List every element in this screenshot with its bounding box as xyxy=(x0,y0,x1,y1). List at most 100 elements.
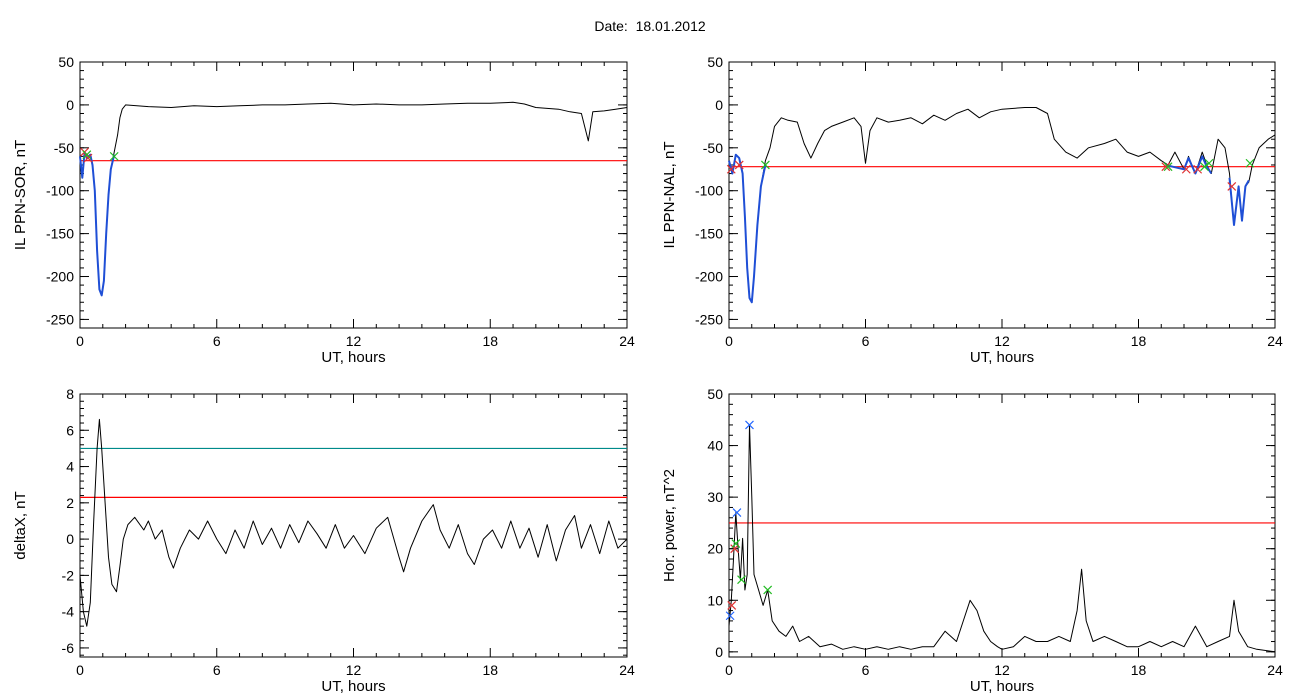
x-tick-label: 18 xyxy=(482,333,498,349)
x-tick-label: 24 xyxy=(619,333,635,349)
y-tick-label: -100 xyxy=(46,183,74,199)
marker-stroke xyxy=(745,420,754,430)
event-marker xyxy=(737,575,746,585)
panel-hor-power: 0 6 12 18 24 0 10 20 30 40 50 UT, hours Hor. power, … xyxy=(661,386,1283,695)
marker-stroke xyxy=(1181,164,1191,174)
y-tick-label: 6 xyxy=(66,422,74,438)
x-axis-label: UT, hours xyxy=(970,349,1034,366)
y-tick-label: -200 xyxy=(46,269,74,285)
marker-stroke xyxy=(1161,162,1171,172)
highlight-segment xyxy=(1228,177,1250,226)
event-marker xyxy=(1161,162,1171,172)
event-marker xyxy=(1204,158,1214,168)
x-tick-label: 24 xyxy=(1267,333,1283,349)
event-marker xyxy=(1193,164,1203,174)
marker-stroke xyxy=(1204,158,1214,168)
marker-stroke xyxy=(726,164,736,174)
x-tick-label: 24 xyxy=(1267,662,1283,678)
event-marker xyxy=(726,164,736,174)
event-marker xyxy=(82,150,92,160)
y-tick-label: -50 xyxy=(703,140,723,156)
y-tick-label: -250 xyxy=(695,311,723,327)
event-marker xyxy=(763,585,773,595)
y-tick-label: 40 xyxy=(707,438,723,454)
y-tick-label: -100 xyxy=(695,183,723,199)
y-tick-label: -250 xyxy=(46,311,74,327)
plot-frame xyxy=(728,393,1276,658)
x-tick-label: 18 xyxy=(482,662,498,678)
marker-stroke xyxy=(727,601,737,610)
x-tick-label: 18 xyxy=(1131,662,1147,678)
event-marker xyxy=(109,151,119,161)
marker-stroke xyxy=(725,611,735,621)
x-axis-label: UT, hours xyxy=(321,349,385,366)
y-tick-label: -150 xyxy=(695,226,723,242)
y-tick-label: -2 xyxy=(62,567,75,583)
event-marker xyxy=(732,508,742,518)
x-tick-label: 12 xyxy=(994,333,1010,349)
y-axis-label: IL PPN-NAL, nT xyxy=(661,142,678,249)
y-tick-label: 10 xyxy=(707,592,723,608)
x-tick-label: 18 xyxy=(1131,333,1147,349)
x-tick-label: 0 xyxy=(725,662,733,678)
y-tick-label: -150 xyxy=(46,226,74,242)
event-marker xyxy=(745,420,754,430)
x-axis-label: UT, hours xyxy=(321,678,385,695)
highlight-segment xyxy=(728,153,767,304)
marker-stroke xyxy=(1163,162,1173,172)
x-tick-label: 24 xyxy=(619,662,635,678)
y-tick-label: 50 xyxy=(58,54,74,70)
panel-il-ppn-sor: 0 6 12 18 24 -250 -200 -150 -100 -50 0 50 UT, hours I… xyxy=(12,54,635,366)
marker-stroke xyxy=(734,160,744,170)
event-marker xyxy=(1163,162,1173,172)
marker-stroke xyxy=(1193,164,1203,174)
marker-stroke xyxy=(82,150,92,160)
marker-stroke xyxy=(763,585,773,595)
event-marker xyxy=(760,160,770,170)
y-tick-label: 0 xyxy=(715,97,723,113)
event-marker xyxy=(731,539,741,548)
event-marker xyxy=(1245,158,1255,168)
page-title: Date: 18.01.2012 xyxy=(594,18,706,34)
y-tick-label: -6 xyxy=(62,640,75,656)
marker-stroke xyxy=(83,153,93,163)
x-tick-label: 0 xyxy=(76,662,84,678)
series-line xyxy=(79,101,628,296)
plot-frame xyxy=(79,393,628,658)
series-line xyxy=(728,107,1276,303)
y-tick-label: 8 xyxy=(66,386,74,402)
y-tick-label: 30 xyxy=(707,489,723,505)
marker-stroke xyxy=(737,575,746,585)
x-tick-label: 6 xyxy=(862,333,870,349)
x-tick-label: 0 xyxy=(725,333,733,349)
marker-stroke xyxy=(731,539,741,548)
y-tick-label: 50 xyxy=(707,54,723,70)
event-marker xyxy=(1227,181,1237,191)
y-tick-label: -50 xyxy=(54,140,74,156)
highlight-segment xyxy=(79,151,116,297)
y-tick-label: 2 xyxy=(66,495,74,511)
y-tick-label: 0 xyxy=(66,97,74,113)
y-tick-label: 20 xyxy=(707,541,723,557)
event-marker xyxy=(1200,162,1209,172)
x-tick-label: 0 xyxy=(76,333,84,349)
marker-stroke xyxy=(730,544,740,554)
event-marker xyxy=(730,544,740,554)
x-tick-label: 6 xyxy=(213,662,221,678)
y-tick-label: -200 xyxy=(695,269,723,285)
y-tick-label: 0 xyxy=(66,531,74,547)
y-axis-label: Hor. power, nT^2 xyxy=(661,469,678,582)
y-tick-label: 4 xyxy=(66,459,74,475)
marker-stroke xyxy=(760,160,770,170)
x-axis-label: UT, hours xyxy=(970,678,1034,695)
marker-stroke xyxy=(109,151,119,161)
marker-stroke xyxy=(1227,181,1237,191)
y-tick-label: 50 xyxy=(707,386,723,402)
event-marker xyxy=(725,611,735,621)
series-line xyxy=(79,418,628,627)
y-tick-label: 0 xyxy=(715,644,723,660)
series-line xyxy=(728,424,1276,653)
event-marker xyxy=(734,160,744,170)
